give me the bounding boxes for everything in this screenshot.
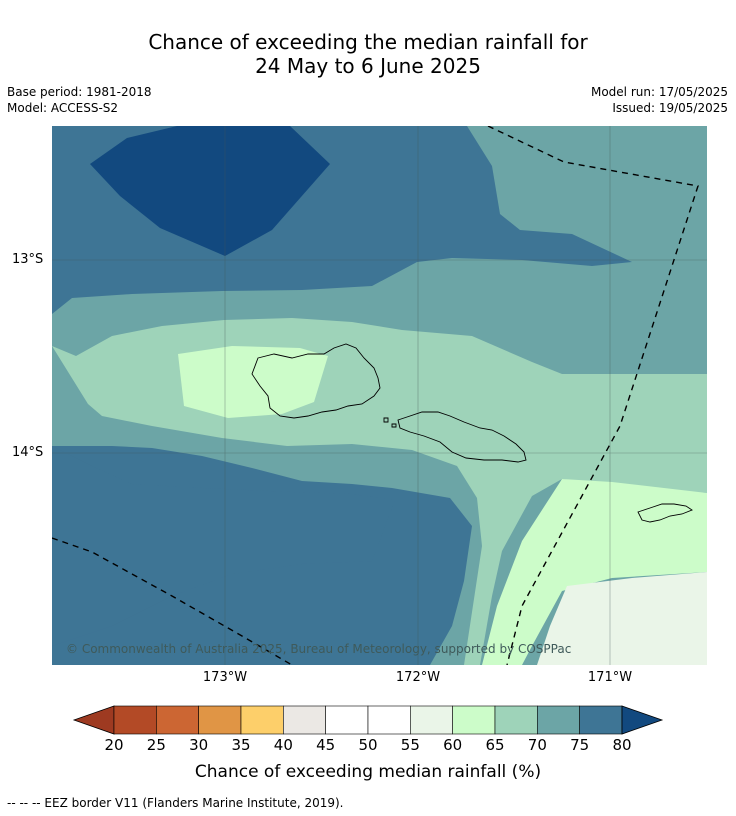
- colorbar-tick-label: 25: [146, 736, 166, 754]
- rainfall-map: [52, 126, 707, 665]
- colorbar-tick-label: 80: [612, 736, 632, 754]
- colorbar-tick-label: 75: [570, 736, 590, 754]
- island-outlines: [251, 343, 693, 523]
- model-text: Model: ACCESS-S2: [7, 101, 119, 115]
- colorbar-tick-label: 45: [316, 736, 336, 754]
- islet-2: [391, 423, 397, 428]
- lon-label-172w: 172°W: [395, 670, 441, 685]
- upolu-island: [397, 411, 527, 463]
- colorbar-label: Chance of exceeding median rainfall (%): [194, 762, 542, 782]
- meta-right: Model run: 17/05/2025 Issued: 19/05/2025: [591, 84, 728, 116]
- colorbar-ticks: 20 25 30 35 40 45 50 55 60 65 70 75 80: [0, 736, 736, 756]
- colorbar-tick-label: 20: [104, 736, 124, 754]
- colorbar-segment: [410, 705, 453, 735]
- colorbar-segment: [325, 705, 369, 735]
- zone-55-60: [537, 572, 707, 665]
- title-line-2: 24 May to 6 June 2025: [255, 54, 481, 78]
- colorbar-extend-low: [72, 705, 115, 735]
- zone-60-65-east: [482, 479, 707, 665]
- colorbar-segment: [537, 705, 580, 735]
- eez-footnote: -- -- -- EEZ border V11 (Flanders Marine…: [7, 796, 344, 810]
- colorbar-tick-label: 40: [273, 736, 293, 754]
- colorbar-segment: [283, 705, 326, 735]
- colorbar-tick-label: 35: [231, 736, 251, 754]
- map-title: Chance of exceeding the median rainfall …: [0, 30, 736, 78]
- zone-60-65-west: [178, 346, 328, 418]
- title-line-1: Chance of exceeding the median rainfall …: [148, 30, 588, 54]
- colorbar-segment: [156, 705, 199, 735]
- model-run-text: Model run: 17/05/2025: [590, 85, 728, 99]
- meta-left: Base period: 1981-2018 Model: ACCESS-S2: [7, 84, 152, 116]
- colorbar-segment: [367, 705, 411, 735]
- colorbar-segment: [452, 705, 496, 735]
- lat-label-13s: 13°S: [12, 252, 44, 267]
- lat-label-14s: 14°S: [12, 445, 44, 460]
- savaii-island: [251, 343, 381, 419]
- colorbar-tick-label: 60: [443, 736, 463, 754]
- colorbar-tick-label: 50: [358, 736, 378, 754]
- lon-label-171w: 171°W: [587, 670, 633, 685]
- tutuila-island: [637, 503, 693, 523]
- graticule: [52, 126, 707, 665]
- issued-text: Issued: 19/05/2025: [612, 101, 728, 115]
- lon-label-173w: 173°W: [202, 670, 248, 685]
- colorbar-tick-label: 30: [189, 736, 209, 754]
- colorbar: [0, 700, 736, 760]
- colorbar-extend-high: [621, 705, 664, 735]
- colorbar-segment: [579, 705, 623, 735]
- islet-1: [383, 417, 389, 423]
- colorbar-tick-label: 70: [527, 736, 547, 754]
- zone-75-80-lower: [52, 446, 395, 646]
- colorbar-segment: [198, 705, 242, 735]
- base-period-text: Base period: 1981-2018: [7, 85, 152, 99]
- zone-above-80: [90, 126, 330, 256]
- colorbar-tick-label: 55: [400, 736, 420, 754]
- colorbar-segment: [113, 705, 157, 735]
- colorbar-segment: [240, 705, 284, 735]
- colorbar-segment: [494, 705, 538, 735]
- eez-border: [52, 126, 699, 665]
- colorbar-tick-label: 65: [485, 736, 505, 754]
- copyright-text: © Commonwealth of Australia 2025, Bureau…: [66, 642, 572, 656]
